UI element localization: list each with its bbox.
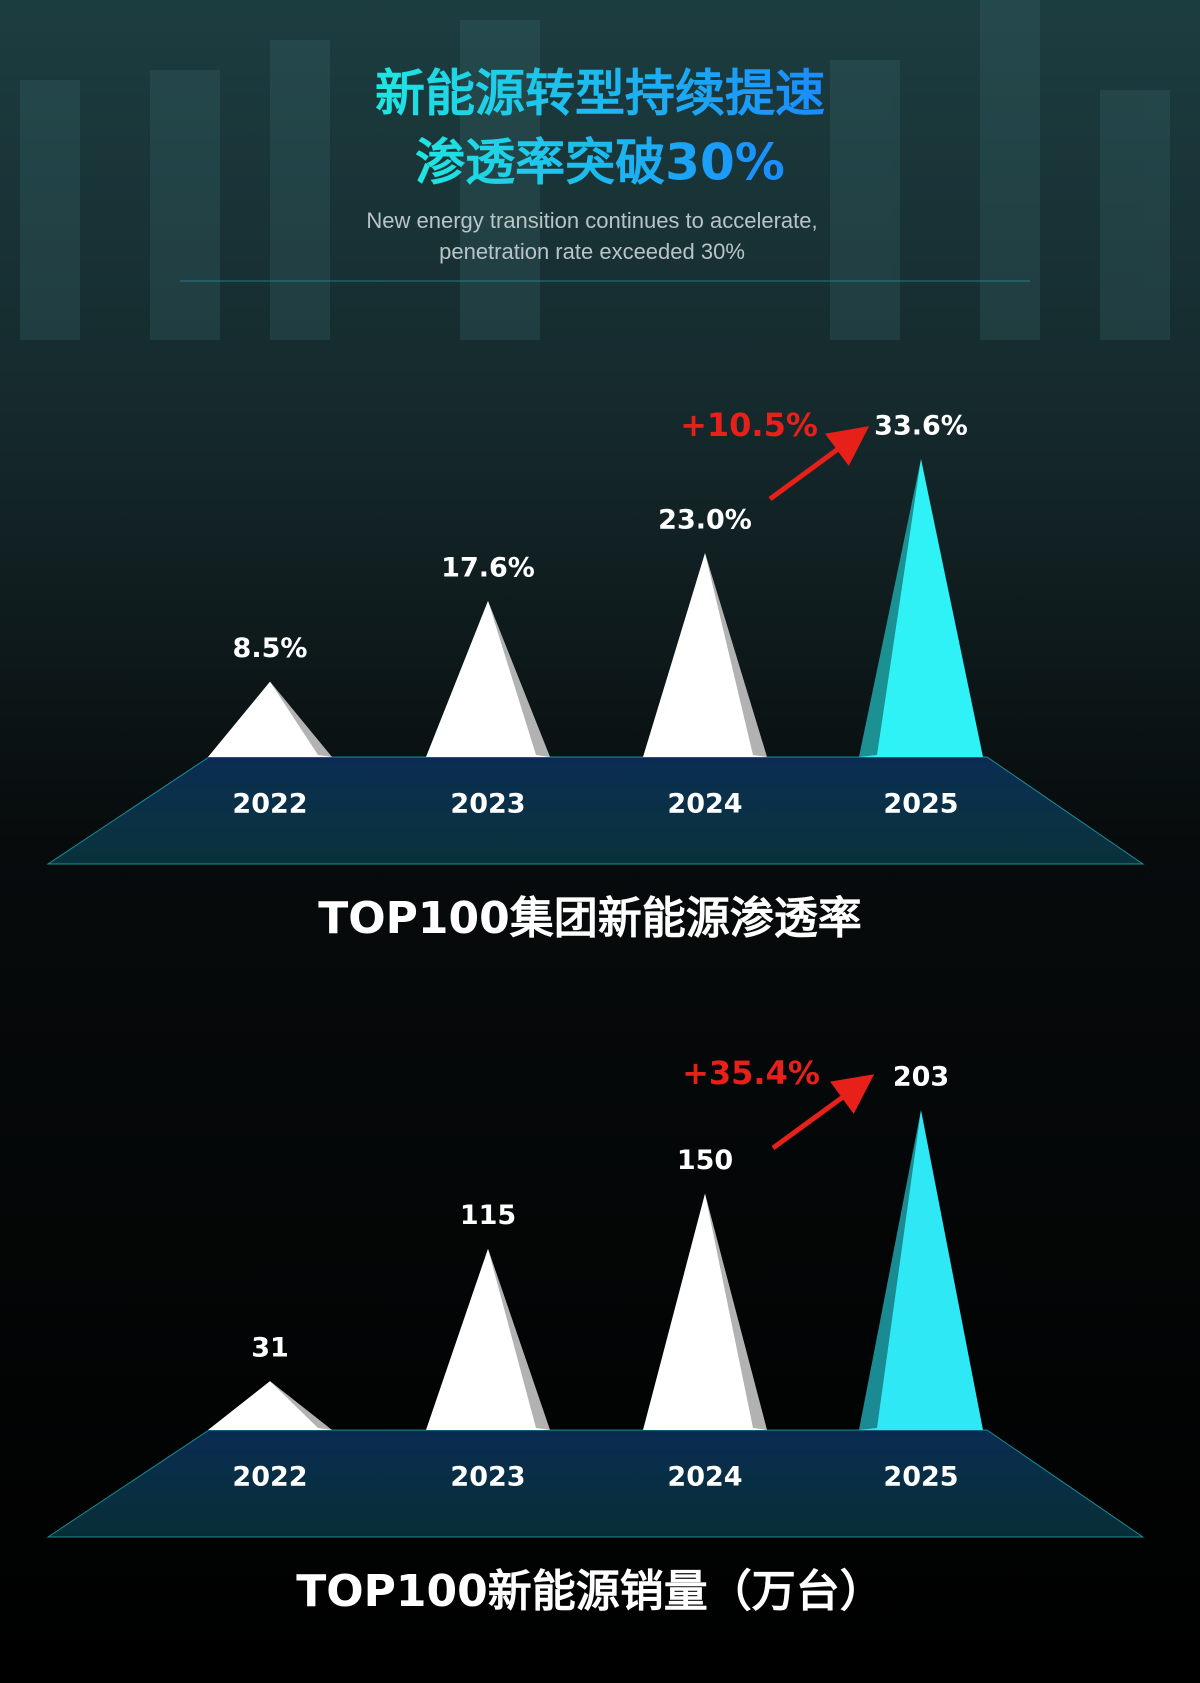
- pyramid-face: [426, 600, 550, 757]
- pyramid-face: [859, 1110, 983, 1430]
- pyramid-side: [859, 1110, 921, 1430]
- category-label: 2025: [883, 789, 958, 820]
- pyramid-side: [270, 681, 332, 757]
- pyramid-side: [705, 553, 767, 757]
- category-label: 2023: [450, 1462, 525, 1493]
- pyramid-face: [208, 681, 332, 757]
- category-label: 2022: [232, 1462, 307, 1493]
- chart-title: TOP100新能源销量（万台）: [296, 1566, 884, 1617]
- pyramid-face: [643, 1193, 767, 1430]
- value-label: 17.6%: [441, 552, 535, 583]
- annotation: +10.5%: [680, 406, 818, 444]
- annotation: +35.4%: [682, 1054, 820, 1092]
- pyramid: [208, 1381, 332, 1430]
- pyramid: [426, 1248, 550, 1430]
- platform: [46, 1429, 1145, 1538]
- annotation-arrow: [768, 426, 870, 502]
- pyramid: [643, 553, 767, 757]
- value-label: 8.5%: [233, 633, 308, 664]
- subtitle-line2: penetration rate exceeded 30%: [439, 239, 745, 264]
- annotation-arrow: [771, 1074, 875, 1151]
- city-silhouette: [20, 0, 1170, 340]
- pyramid-side: [488, 1248, 550, 1430]
- pyramid-face: [643, 553, 767, 757]
- pyramid: [208, 681, 332, 757]
- category-label: 2024: [667, 1462, 742, 1493]
- pyramid-face: [859, 459, 983, 757]
- pyramid-side: [859, 459, 921, 757]
- pyramid-side: [488, 600, 550, 757]
- pyramid: [859, 459, 983, 757]
- pyramid-side: [705, 1193, 767, 1430]
- title-line2: 渗透率突破30%: [415, 134, 785, 192]
- value-label: 115: [460, 1200, 516, 1231]
- category-label: 2025: [883, 1462, 958, 1493]
- subtitle-line1: New energy transition continues to accel…: [366, 208, 817, 233]
- pyramid: [643, 1193, 767, 1430]
- title-line1: 新能源转型持续提速: [375, 65, 825, 123]
- category-label: 2024: [667, 789, 742, 820]
- pyramid: [426, 600, 550, 757]
- pyramid-face: [426, 1248, 550, 1430]
- category-label: 2023: [450, 789, 525, 820]
- platform: [46, 756, 1145, 865]
- pyramid-side: [270, 1381, 332, 1430]
- value-label: 31: [251, 1333, 289, 1364]
- chart-title: TOP100集团新能源渗透率: [318, 893, 862, 944]
- value-label: 33.6%: [874, 411, 968, 442]
- value-label: 203: [893, 1062, 949, 1093]
- category-label: 2022: [232, 789, 307, 820]
- pyramid: [859, 1110, 983, 1430]
- pyramid-face: [208, 1381, 332, 1430]
- value-label: 23.0%: [658, 505, 752, 536]
- value-label: 150: [677, 1145, 733, 1176]
